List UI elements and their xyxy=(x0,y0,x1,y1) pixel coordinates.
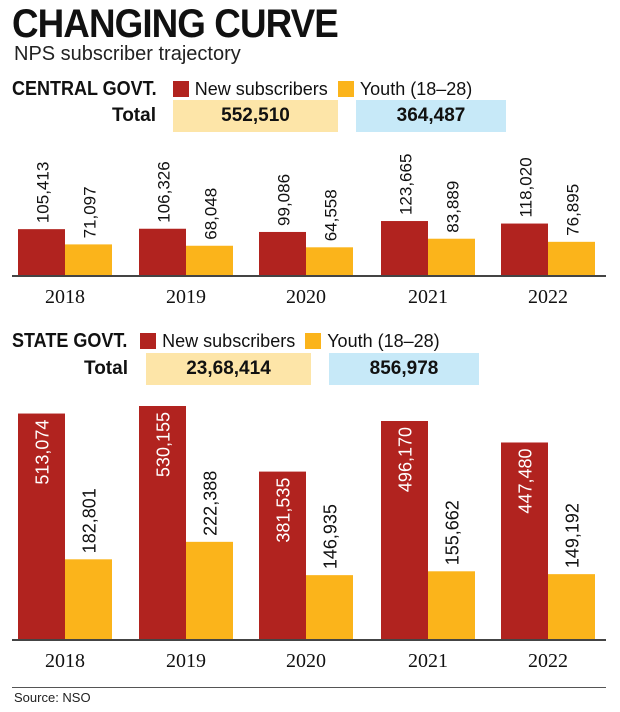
bar-value-label: 99,086 xyxy=(275,174,294,226)
x-tick-label: 2020 xyxy=(286,650,326,672)
bar-value-label: 64,558 xyxy=(322,189,341,241)
bar-youth xyxy=(65,244,112,276)
bar-value-label: 381,535 xyxy=(274,478,294,543)
bar-value-label: 182,801 xyxy=(80,488,100,553)
legend-label-youth: Youth (18–28) xyxy=(359,78,473,99)
central-bar-chart: 105,413 71,097 2018 106,326 68,048 2019 99,086… xyxy=(12,154,606,308)
central-section-title: CENTRAL GOVT. xyxy=(12,77,157,100)
bar-value-label: 149,192 xyxy=(563,503,583,568)
legend-new-subscribers: New subscribers xyxy=(172,78,328,100)
bar-new-subscribers xyxy=(18,413,65,640)
bar-value-label: 71,097 xyxy=(81,186,100,238)
bar-new-subscribers xyxy=(501,442,548,640)
bar-value-label: 105,413 xyxy=(34,162,53,223)
bar-new-subscribers xyxy=(259,231,306,276)
bar-value-label: 83,889 xyxy=(444,181,463,233)
bar-value-label: 513,074 xyxy=(33,420,53,485)
central-total-youth: 364,487 xyxy=(356,100,506,132)
bar-youth xyxy=(428,238,475,276)
x-tick-label: 2022 xyxy=(528,650,568,672)
bar-youth xyxy=(548,241,595,276)
legend-label-youth: Youth (18–28) xyxy=(327,330,440,351)
x-tick-label: 2018 xyxy=(45,286,85,308)
legend-new-subscribers: New subscribers xyxy=(140,331,295,352)
bar-value-label: 123,665 xyxy=(397,154,416,215)
bar-value-label: 76,895 xyxy=(564,184,583,236)
bar-new-subscribers xyxy=(381,421,428,640)
footer-divider xyxy=(12,687,606,688)
legend-swatch-new xyxy=(140,333,157,349)
chart-title: CHANGING CURVE xyxy=(12,2,339,46)
legend-swatch-new xyxy=(172,81,189,97)
legend-youth: Youth (18–28) xyxy=(337,78,473,100)
bar-new-subscribers xyxy=(501,223,548,276)
central-legend: CENTRAL GOVT. New subscribers Youth (18–… xyxy=(12,76,472,102)
bar-new-subscribers xyxy=(139,228,186,276)
central-total-new: 552,510 xyxy=(173,100,338,132)
x-tick-label: 2019 xyxy=(166,286,206,308)
state-totals: Total 23,68,414 856,978 xyxy=(0,353,620,385)
bar-youth xyxy=(548,574,595,640)
bar-new-subscribers xyxy=(139,406,186,640)
legend-label-new: New subscribers xyxy=(194,78,328,99)
x-tick-label: 2018 xyxy=(45,650,85,672)
bar-value-label: 106,326 xyxy=(155,161,174,222)
state-bar-chart: 513,074 182,801 2018 530,155 222,388 2019 381,… xyxy=(12,406,606,672)
central-totals: Total 552,510 364,487 xyxy=(0,100,620,132)
state-section-title: STATE GOVT. xyxy=(12,329,128,352)
bar-new-subscribers xyxy=(259,471,306,640)
legend-label-new: New subscribers xyxy=(162,330,296,351)
x-tick-label: 2022 xyxy=(528,286,568,308)
legend-swatch-youth xyxy=(305,333,322,349)
bar-youth xyxy=(65,559,112,640)
x-tick-label: 2021 xyxy=(408,650,448,672)
bar-value-label: 496,170 xyxy=(396,427,416,492)
chart-subtitle: NPS subscriber trajectory xyxy=(14,43,241,65)
state-total-youth: 856,978 xyxy=(329,353,479,385)
bar-youth xyxy=(306,575,353,640)
state-total-new: 23,68,414 xyxy=(146,353,311,385)
bar-value-label: 68,048 xyxy=(202,188,221,240)
bar-youth xyxy=(186,541,233,640)
bar-value-label: 155,662 xyxy=(443,500,463,565)
state-total-label: Total xyxy=(84,358,128,379)
bar-youth xyxy=(428,571,475,640)
bar-value-label: 222,388 xyxy=(201,471,221,536)
bar-value-label: 118,020 xyxy=(517,157,536,217)
bar-youth xyxy=(186,245,233,276)
bar-value-label: 530,155 xyxy=(154,412,174,477)
legend-youth: Youth (18–28) xyxy=(305,330,440,352)
bar-new-subscribers xyxy=(381,221,428,276)
bar-value-label: 447,480 xyxy=(516,448,536,513)
legend-swatch-youth xyxy=(337,81,354,97)
bar-value-label: 146,935 xyxy=(321,504,341,569)
x-tick-label: 2020 xyxy=(286,286,326,308)
central-total-label: Total xyxy=(112,105,156,126)
x-tick-label: 2021 xyxy=(408,286,448,308)
bar-new-subscribers xyxy=(18,229,65,276)
state-legend: STATE GOVT. New subscribers Youth (18–28… xyxy=(12,328,440,354)
bar-youth xyxy=(306,247,353,276)
x-tick-label: 2019 xyxy=(166,650,206,672)
source-note: Source: NSO xyxy=(14,690,91,705)
